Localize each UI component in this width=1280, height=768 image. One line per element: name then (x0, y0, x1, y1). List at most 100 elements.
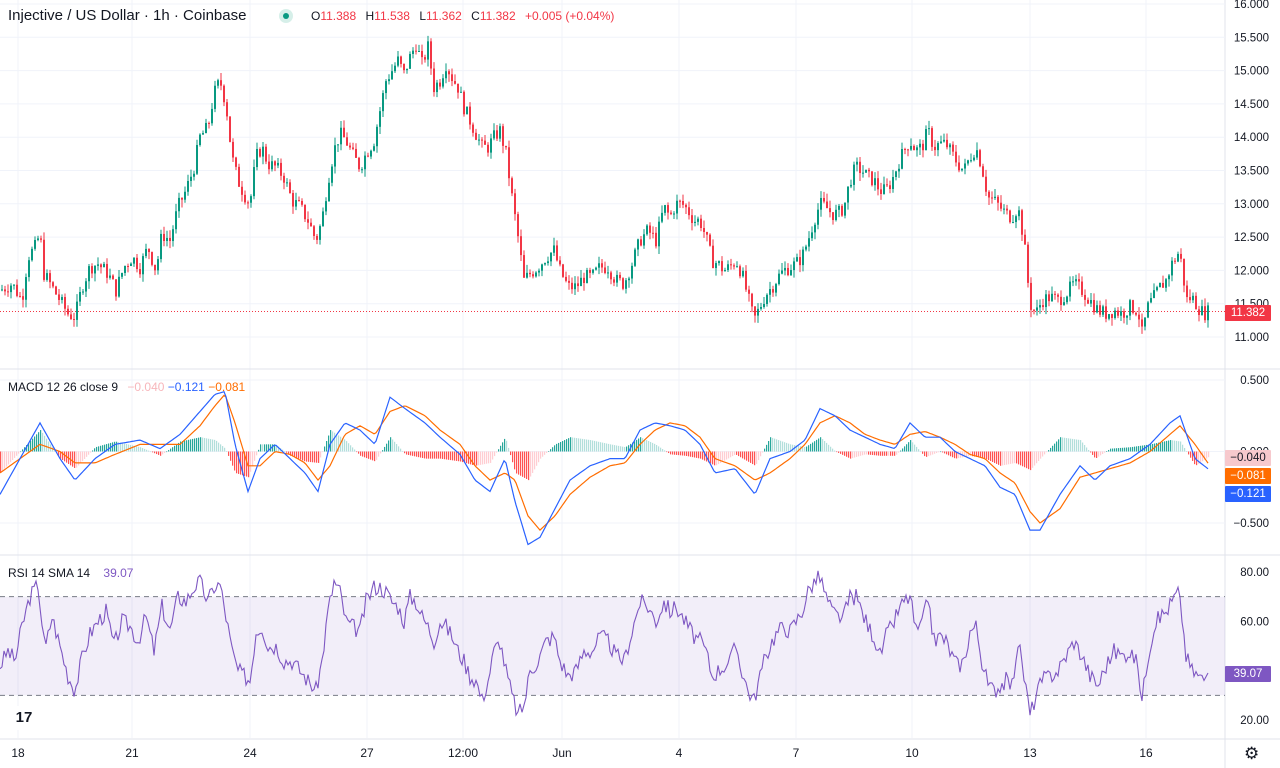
macd-histogram-bar (874, 451, 876, 456)
candle (859, 161, 861, 174)
candle (925, 129, 927, 151)
candle (697, 218, 699, 222)
candle (634, 249, 636, 266)
macd-histogram-bar (742, 451, 744, 459)
candle (700, 218, 702, 229)
macd-histogram-bar (604, 443, 606, 452)
macd-histogram-bar (1094, 451, 1096, 458)
macd-line-tag: −0.121 (1225, 486, 1271, 502)
candle (61, 297, 63, 300)
x-tick-label: 16 (1139, 746, 1153, 760)
macd-histogram-bar (238, 451, 240, 474)
macd-histogram-bar (748, 451, 750, 462)
macd-histogram-bar (134, 445, 136, 452)
ohlc-open-value: 11.388 (320, 9, 357, 23)
candle (1084, 294, 1086, 300)
candle (172, 229, 174, 242)
candle (202, 133, 204, 135)
candle (706, 231, 708, 235)
candle (604, 267, 606, 273)
macd-histogram-bar (1088, 449, 1090, 452)
price-tick-label: 11.000 (1235, 332, 1269, 344)
candle (196, 144, 198, 174)
macd-histogram-bar (466, 451, 468, 464)
macd-histogram-bar (438, 451, 440, 459)
macd-histogram-bar (1120, 447, 1122, 452)
candle (880, 189, 882, 194)
macd-histogram-bar (674, 451, 676, 455)
macd-histogram-bar (704, 451, 706, 461)
macd-histogram-bar (624, 447, 626, 452)
macd-histogram-bar (942, 451, 944, 453)
macd-histogram-bar (1072, 438, 1074, 452)
macd-histogram-bar (728, 451, 730, 459)
candle (424, 57, 426, 60)
macd-histogram-bar (526, 451, 528, 479)
candle (16, 284, 18, 296)
macd-histogram-bar (1192, 451, 1194, 461)
macd-histogram-bar (1172, 440, 1174, 452)
candle (97, 264, 99, 266)
macd-histogram-bar (354, 449, 356, 452)
candle (607, 272, 609, 274)
macd-histogram-bar (274, 444, 276, 452)
macd-histogram-bar (442, 451, 444, 459)
macd-histogram-bar (606, 443, 608, 452)
candle (847, 186, 849, 203)
macd-histogram-bar (692, 451, 694, 458)
macd-histogram-bar (682, 451, 684, 456)
macd-histogram-bar (936, 451, 938, 454)
candle (403, 63, 405, 71)
candle (436, 82, 438, 93)
candle (190, 176, 192, 181)
tradingview-logo-icon[interactable]: 17 (8, 706, 40, 730)
macd-histogram-bar (758, 451, 760, 461)
macd-histogram-bar (1062, 437, 1064, 452)
candle (1015, 216, 1017, 223)
macd-histogram-bar (454, 451, 456, 461)
macd-histogram-bar (310, 451, 312, 463)
macd-histogram-bar (120, 442, 122, 452)
candle (967, 160, 969, 164)
macd-legend[interactable]: MACD 12 26 close 9 −0.040 −0.121 −0.081 (8, 380, 245, 394)
candle (1198, 309, 1200, 316)
candle (1189, 297, 1191, 301)
macd-histogram-bar (508, 447, 510, 452)
candle (730, 264, 732, 266)
macd-histogram-bar (868, 451, 870, 455)
macd-histogram-bar (832, 448, 834, 452)
macd-histogram-bar (522, 451, 524, 477)
candle (1132, 300, 1134, 313)
price-tick-label: 15.500 (1234, 32, 1269, 44)
macd-histogram-bar (352, 447, 354, 452)
macd-histogram-bar (360, 451, 362, 456)
symbol-title[interactable]: Injective / US Dollar · 1h · Coinbase (8, 7, 247, 24)
market-status-icon[interactable] (279, 9, 293, 23)
gear-icon[interactable]: ⚙ (1244, 744, 1260, 763)
macd-histogram-bar (420, 451, 422, 458)
candle (1174, 260, 1176, 262)
candle (1066, 296, 1068, 303)
rsi-legend[interactable]: RSI 14 SMA 14 39.07 (8, 566, 133, 580)
x-tick-label: 24 (243, 746, 257, 760)
macd-histogram-bar (976, 451, 978, 457)
price-tick-label: 13.500 (1234, 166, 1269, 178)
macd-histogram-bar (48, 441, 50, 452)
candle (313, 226, 315, 236)
candle (508, 147, 510, 179)
macd-line-value: −0.121 (167, 380, 205, 394)
macd-histogram-bar (250, 451, 252, 472)
candle (112, 275, 114, 280)
macd-histogram-bar (552, 447, 554, 452)
candle (73, 318, 75, 320)
macd-histogram-bar (32, 438, 34, 452)
macd-histogram-bar (854, 451, 856, 458)
macd-histogram-bar (1082, 442, 1084, 452)
macd-histogram-bar (70, 451, 72, 466)
candle (1129, 300, 1131, 316)
candle (136, 257, 138, 270)
candle (595, 267, 597, 270)
candle (412, 50, 414, 54)
candle (67, 308, 69, 315)
